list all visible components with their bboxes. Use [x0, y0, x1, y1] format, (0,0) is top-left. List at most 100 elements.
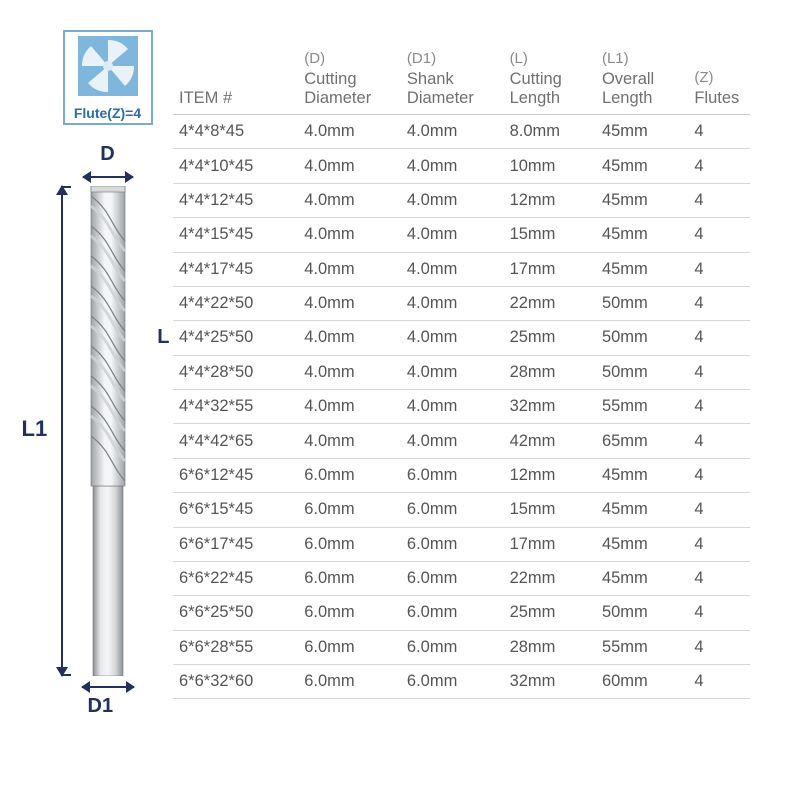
cell-l: 15mm — [504, 493, 596, 527]
dimension-l1-label: L1 — [22, 416, 48, 442]
table-row: 4*4*25*504.0mm4.0mm25mm50mm4 — [173, 321, 750, 355]
cell-d1: 6.0mm — [401, 527, 504, 561]
cell-d: 4.0mm — [298, 424, 401, 458]
end-mill-svg — [86, 186, 130, 676]
cell-l: 25mm — [504, 321, 596, 355]
cell-l1: 45mm — [596, 183, 688, 217]
cell-item: 6*6*12*45 — [173, 458, 298, 492]
cell-l1: 45mm — [596, 252, 688, 286]
cell-l: 17mm — [504, 252, 596, 286]
cell-item: 4*4*12*45 — [173, 183, 298, 217]
cell-d1: 4.0mm — [401, 355, 504, 389]
table-row: 6*6*15*456.0mm6.0mm15mm45mm4 — [173, 493, 750, 527]
table-row: 4*4*8*454.0mm4.0mm8.0mm45mm4 — [173, 115, 750, 149]
cell-l1: 45mm — [596, 218, 688, 252]
cell-l: 17mm — [504, 527, 596, 561]
cell-d: 6.0mm — [298, 596, 401, 630]
cell-l1: 50mm — [596, 355, 688, 389]
header-z: (Z) Flutes — [688, 48, 750, 115]
cell-d1: 6.0mm — [401, 458, 504, 492]
cell-d: 4.0mm — [298, 183, 401, 217]
dimension-d1-label: D1 — [88, 695, 114, 718]
spec-table: ITEM # (D) CuttingDiameter (D1) ShankDia… — [173, 48, 750, 699]
cell-l: 12mm — [504, 458, 596, 492]
cell-z: 4 — [688, 596, 750, 630]
cell-d: 6.0mm — [298, 527, 401, 561]
cell-l1: 50mm — [596, 321, 688, 355]
cell-l1: 45mm — [596, 561, 688, 595]
cell-d: 6.0mm — [298, 493, 401, 527]
dimension-d-arrow — [83, 170, 133, 184]
cell-l: 15mm — [504, 218, 596, 252]
dimension-d1-arrow — [82, 680, 134, 694]
cell-item: 6*6*22*45 — [173, 561, 298, 595]
cell-l1: 60mm — [596, 665, 688, 699]
cell-l: 8.0mm — [504, 115, 596, 149]
flute-cross-section-icon — [78, 36, 138, 96]
cell-l1: 55mm — [596, 630, 688, 664]
cell-d: 6.0mm — [298, 630, 401, 664]
cell-z: 4 — [688, 458, 750, 492]
spec-table-wrap: ITEM # (D) CuttingDiameter (D1) ShankDia… — [165, 30, 750, 699]
table-row: 4*4*12*454.0mm4.0mm12mm45mm4 — [173, 183, 750, 217]
cell-d1: 6.0mm — [401, 665, 504, 699]
header-d1: (D1) ShankDiameter — [401, 48, 504, 115]
flute-count-label: Flute(Z)=4 — [65, 105, 151, 121]
cell-d1: 6.0mm — [401, 630, 504, 664]
cell-l: 28mm — [504, 355, 596, 389]
cell-z: 4 — [688, 218, 750, 252]
header-item: ITEM # — [173, 48, 298, 115]
cell-d: 6.0mm — [298, 561, 401, 595]
cell-d: 6.0mm — [298, 458, 401, 492]
cell-l: 12mm — [504, 183, 596, 217]
cell-z: 4 — [688, 424, 750, 458]
cell-l1: 50mm — [596, 596, 688, 630]
cell-l: 22mm — [504, 561, 596, 595]
cell-l1: 50mm — [596, 286, 688, 320]
header-l: (L) CuttingLength — [504, 48, 596, 115]
header-d: (D) CuttingDiameter — [298, 48, 401, 115]
cell-z: 4 — [688, 561, 750, 595]
cell-l1: 45mm — [596, 527, 688, 561]
cell-z: 4 — [688, 115, 750, 149]
table-row: 6*6*17*456.0mm6.0mm17mm45mm4 — [173, 527, 750, 561]
cell-z: 4 — [688, 286, 750, 320]
cell-d1: 6.0mm — [401, 596, 504, 630]
table-row: 4*4*17*454.0mm4.0mm17mm45mm4 — [173, 252, 750, 286]
cell-d: 4.0mm — [298, 115, 401, 149]
cell-z: 4 — [688, 493, 750, 527]
cell-d1: 4.0mm — [401, 390, 504, 424]
cell-item: 6*6*15*45 — [173, 493, 298, 527]
cell-l1: 55mm — [596, 390, 688, 424]
cell-d: 4.0mm — [298, 286, 401, 320]
cell-d: 4.0mm — [298, 355, 401, 389]
cell-item: 4*4*17*45 — [173, 252, 298, 286]
cell-item: 6*6*25*50 — [173, 596, 298, 630]
cell-d1: 4.0mm — [401, 218, 504, 252]
cell-z: 4 — [688, 183, 750, 217]
flute-icon-box: Flute(Z)=4 — [63, 30, 153, 125]
cell-item: 4*4*15*45 — [173, 218, 298, 252]
cell-d: 4.0mm — [298, 218, 401, 252]
cell-l: 32mm — [504, 390, 596, 424]
cell-z: 4 — [688, 149, 750, 183]
cell-d1: 4.0mm — [401, 286, 504, 320]
table-row: 6*6*25*506.0mm6.0mm25mm50mm4 — [173, 596, 750, 630]
cell-d: 4.0mm — [298, 252, 401, 286]
cell-item: 6*6*28*55 — [173, 630, 298, 664]
cell-d: 4.0mm — [298, 149, 401, 183]
cell-d1: 4.0mm — [401, 115, 504, 149]
cell-d: 4.0mm — [298, 321, 401, 355]
cell-l: 32mm — [504, 665, 596, 699]
cell-l: 22mm — [504, 286, 596, 320]
cell-d1: 4.0mm — [401, 149, 504, 183]
cell-l: 28mm — [504, 630, 596, 664]
cell-d1: 6.0mm — [401, 493, 504, 527]
cell-l: 10mm — [504, 149, 596, 183]
cell-d: 6.0mm — [298, 665, 401, 699]
cell-l1: 45mm — [596, 458, 688, 492]
cell-item: 4*4*25*50 — [173, 321, 298, 355]
cell-l1: 45mm — [596, 115, 688, 149]
cell-z: 4 — [688, 252, 750, 286]
table-row: 4*4*10*454.0mm4.0mm10mm45mm4 — [173, 149, 750, 183]
